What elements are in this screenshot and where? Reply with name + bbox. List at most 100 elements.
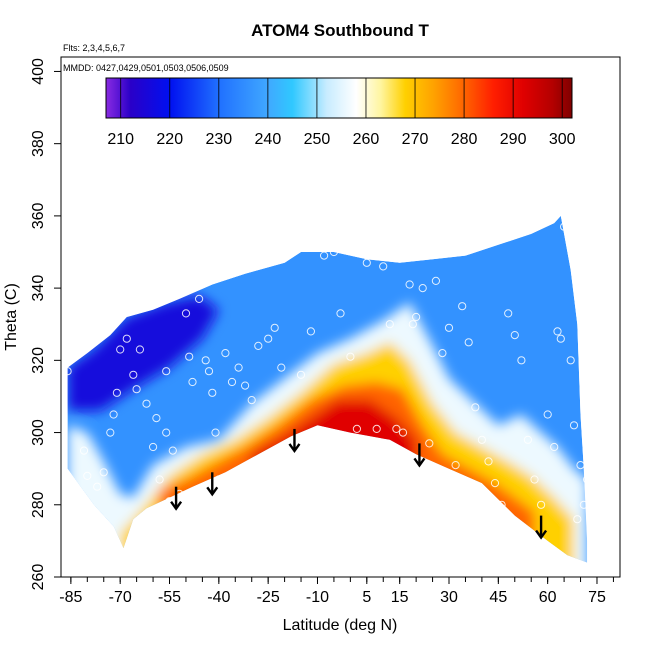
colorbar: 210 220 230 240 250 260 270 280 290 300	[105, 77, 576, 148]
observation-point	[296, 370, 306, 379]
observation-point	[214, 475, 223, 484]
observation-point	[234, 363, 243, 372]
observation-point	[165, 497, 174, 506]
observation-point	[336, 309, 345, 318]
y-tick-label: 260	[30, 564, 47, 591]
observation-point	[270, 323, 279, 332]
observation-point	[553, 327, 562, 336]
observation-point	[517, 356, 526, 365]
observation-point	[379, 262, 388, 271]
observation-point	[523, 435, 533, 444]
observation-point	[247, 396, 256, 405]
colorbar-tick-label: 230	[205, 131, 232, 148]
observation-point	[504, 309, 513, 318]
y-tick-label: 400	[30, 58, 47, 85]
observation-point	[346, 352, 355, 361]
observation-point	[109, 410, 118, 419]
colorbar-frame	[105, 77, 573, 119]
tropopause-arrow	[413, 443, 426, 468]
observation-point	[185, 352, 194, 361]
tropopause-arrow	[170, 486, 183, 511]
tropopause-arrow	[535, 515, 548, 540]
observation-point	[431, 276, 440, 285]
observation-point	[412, 312, 421, 322]
observation-point	[484, 457, 493, 466]
observation-point	[352, 424, 361, 433]
observation-point	[569, 421, 579, 430]
observation-point	[556, 334, 565, 343]
plot-area	[60, 56, 621, 578]
chart-title: ATOM4 Southbound T	[251, 21, 429, 40]
x-tick-label: -85	[59, 589, 82, 606]
observation-point	[444, 323, 454, 332]
observation-point	[530, 475, 539, 484]
observation-point	[188, 377, 197, 387]
field-fill	[67, 215, 588, 563]
cold-core	[67, 295, 219, 411]
observation-point	[83, 471, 92, 480]
observation-point	[168, 446, 177, 455]
observation-point	[135, 345, 144, 354]
observation-point	[579, 500, 588, 509]
y-tick-label: 320	[30, 347, 47, 374]
observation-point	[264, 334, 273, 343]
observation-point	[573, 515, 582, 524]
observation-point	[152, 414, 161, 423]
tropopause-arrow	[288, 428, 301, 454]
heatmap-field	[67, 215, 588, 563]
colorbar-tick-label: 270	[402, 131, 429, 148]
observation-point	[471, 403, 480, 412]
observation-point	[583, 475, 592, 484]
y-tick-label: 300	[30, 419, 47, 446]
observation-point	[93, 482, 102, 491]
observation-point	[550, 442, 559, 452]
observation-point	[458, 302, 467, 311]
x-axis: -85 -70 -55 -40 -25 -10 5 15 30 45 60 75	[59, 577, 614, 606]
observation-point	[392, 424, 401, 433]
observation-point	[211, 428, 220, 437]
observation-point	[477, 435, 486, 444]
x-axis-title: Latitude (deg N)	[283, 617, 398, 634]
observation-point	[418, 284, 427, 293]
x-tick-label: 75	[588, 589, 606, 606]
y-tick-label: 340	[30, 275, 47, 302]
colorbar-tick-label: 240	[255, 131, 282, 148]
observation-point	[112, 388, 122, 397]
x-tick-label: -25	[257, 589, 280, 606]
observation-point	[398, 428, 408, 437]
y-axis-title: Theta (C)	[3, 283, 20, 351]
observation-point	[438, 349, 447, 358]
observation-point	[195, 294, 204, 303]
observation-point	[537, 500, 546, 509]
x-tick-label: -10	[306, 589, 329, 606]
observation-point	[464, 338, 473, 347]
observation-point	[451, 461, 460, 470]
tropopause-arrow	[206, 472, 219, 497]
observation-point	[362, 258, 371, 267]
observation-point	[329, 247, 338, 257]
x-tick-label: -40	[207, 589, 230, 606]
observation-point	[149, 442, 158, 452]
observation-point	[254, 341, 263, 350]
observation-point	[99, 468, 108, 477]
observation-point	[227, 377, 237, 387]
y-tick-label: 280	[30, 491, 47, 518]
colorbar-tick-lines	[120, 78, 563, 118]
observation-point	[204, 367, 214, 376]
observation-point	[385, 320, 394, 329]
observation-point	[155, 475, 164, 484]
colorbar-tick-label: 250	[304, 131, 331, 148]
colorbar-tick-labels: 210 220 230 240 250 260 270 280 290 300	[107, 131, 575, 148]
observation-point	[221, 349, 230, 358]
observation-point	[178, 497, 187, 506]
y-axis: 260 280 300 320 340 360 380 400	[30, 58, 61, 590]
colorbar-tick-label: 210	[107, 131, 134, 148]
plot-frame	[60, 56, 621, 578]
colorbar-tick-label: 260	[353, 131, 380, 148]
colorbar-tick-label: 290	[500, 131, 527, 148]
x-tick-label: 5	[362, 589, 371, 606]
x-tick-label: 30	[440, 589, 458, 606]
observation-point	[560, 222, 569, 231]
observation-point	[106, 428, 115, 437]
